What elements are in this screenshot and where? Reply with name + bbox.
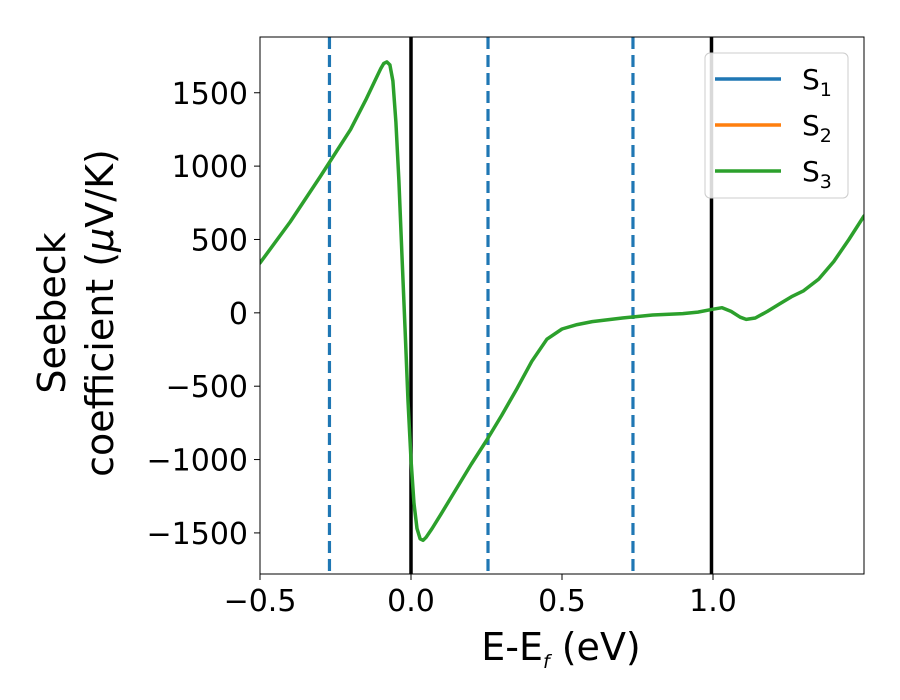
x-axis-title: E-Ef (eV) <box>481 625 641 673</box>
series-line-s3 <box>260 60 864 543</box>
legend-label-s1: S1 <box>802 63 832 101</box>
x-tick-label: 0.0 <box>387 584 435 619</box>
legend-label-s3: S3 <box>802 155 832 193</box>
vertical-reference-lines <box>327 37 714 574</box>
y-axis-title-line2: coefficient (μV/K) <box>78 149 122 477</box>
legend: S1 S2 S3 <box>704 52 849 199</box>
y-tick-label: −1500 <box>147 517 248 552</box>
y-tick-label: 0 <box>229 297 248 332</box>
x-tick-label: −0.5 <box>224 584 297 619</box>
y-tick-label: −500 <box>166 370 248 405</box>
series-layer <box>260 60 864 543</box>
y-axis-ticks: 1500 1000 500 0 −500 −1000 −1500 <box>147 77 260 552</box>
y-axis-title-line1: Seebeck <box>30 232 74 393</box>
x-axis-ticks: −0.5 0.0 0.5 1.0 <box>224 574 737 619</box>
x-tick-label: 1.0 <box>689 584 737 619</box>
y-axis-title: Seebeck coefficient (μV/K) <box>30 149 122 477</box>
legend-label-s2: S2 <box>802 109 832 147</box>
y-tick-label: 1000 <box>172 150 248 185</box>
y-tick-label: 500 <box>191 223 248 258</box>
y-tick-label: −1000 <box>147 444 248 479</box>
x-tick-label: 0.5 <box>538 584 586 619</box>
y-tick-label: 1500 <box>172 77 248 112</box>
